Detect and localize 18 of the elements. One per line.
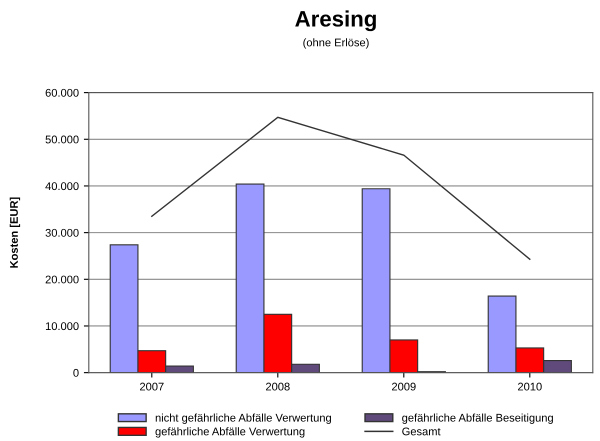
legend-label: Gesamt [402, 428, 440, 436]
x-tick-label: 2010 [518, 382, 542, 391]
chart-subtitle: (ohne Erlöse) [303, 38, 369, 49]
legend-label: nicht gefährliche Abfälle Verwertung [156, 414, 331, 424]
y-tick-label: 30.000 [46, 228, 79, 237]
x-tick-label: 2008 [266, 382, 290, 391]
y-tick-label: 50.000 [46, 136, 79, 144]
y-axis-title: Kosten [EUR] [10, 197, 20, 268]
x-tick-label: 2009 [392, 382, 416, 391]
chart-title: Aresing [295, 10, 376, 32]
x-tick-label: 2007 [140, 382, 164, 391]
y-tick-label: 10.000 [46, 322, 79, 330]
legend-label: gefährliche Abfälle Beseitigung [402, 414, 553, 424]
y-tick-label: 40.000 [45, 182, 79, 190]
y-tick-label: 60.000 [46, 88, 79, 97]
y-tick-label: 0 [73, 368, 79, 377]
y-tick-label: 20.000 [46, 276, 79, 284]
legend-label: gefährliche Abfälle Verwertung [156, 427, 304, 438]
